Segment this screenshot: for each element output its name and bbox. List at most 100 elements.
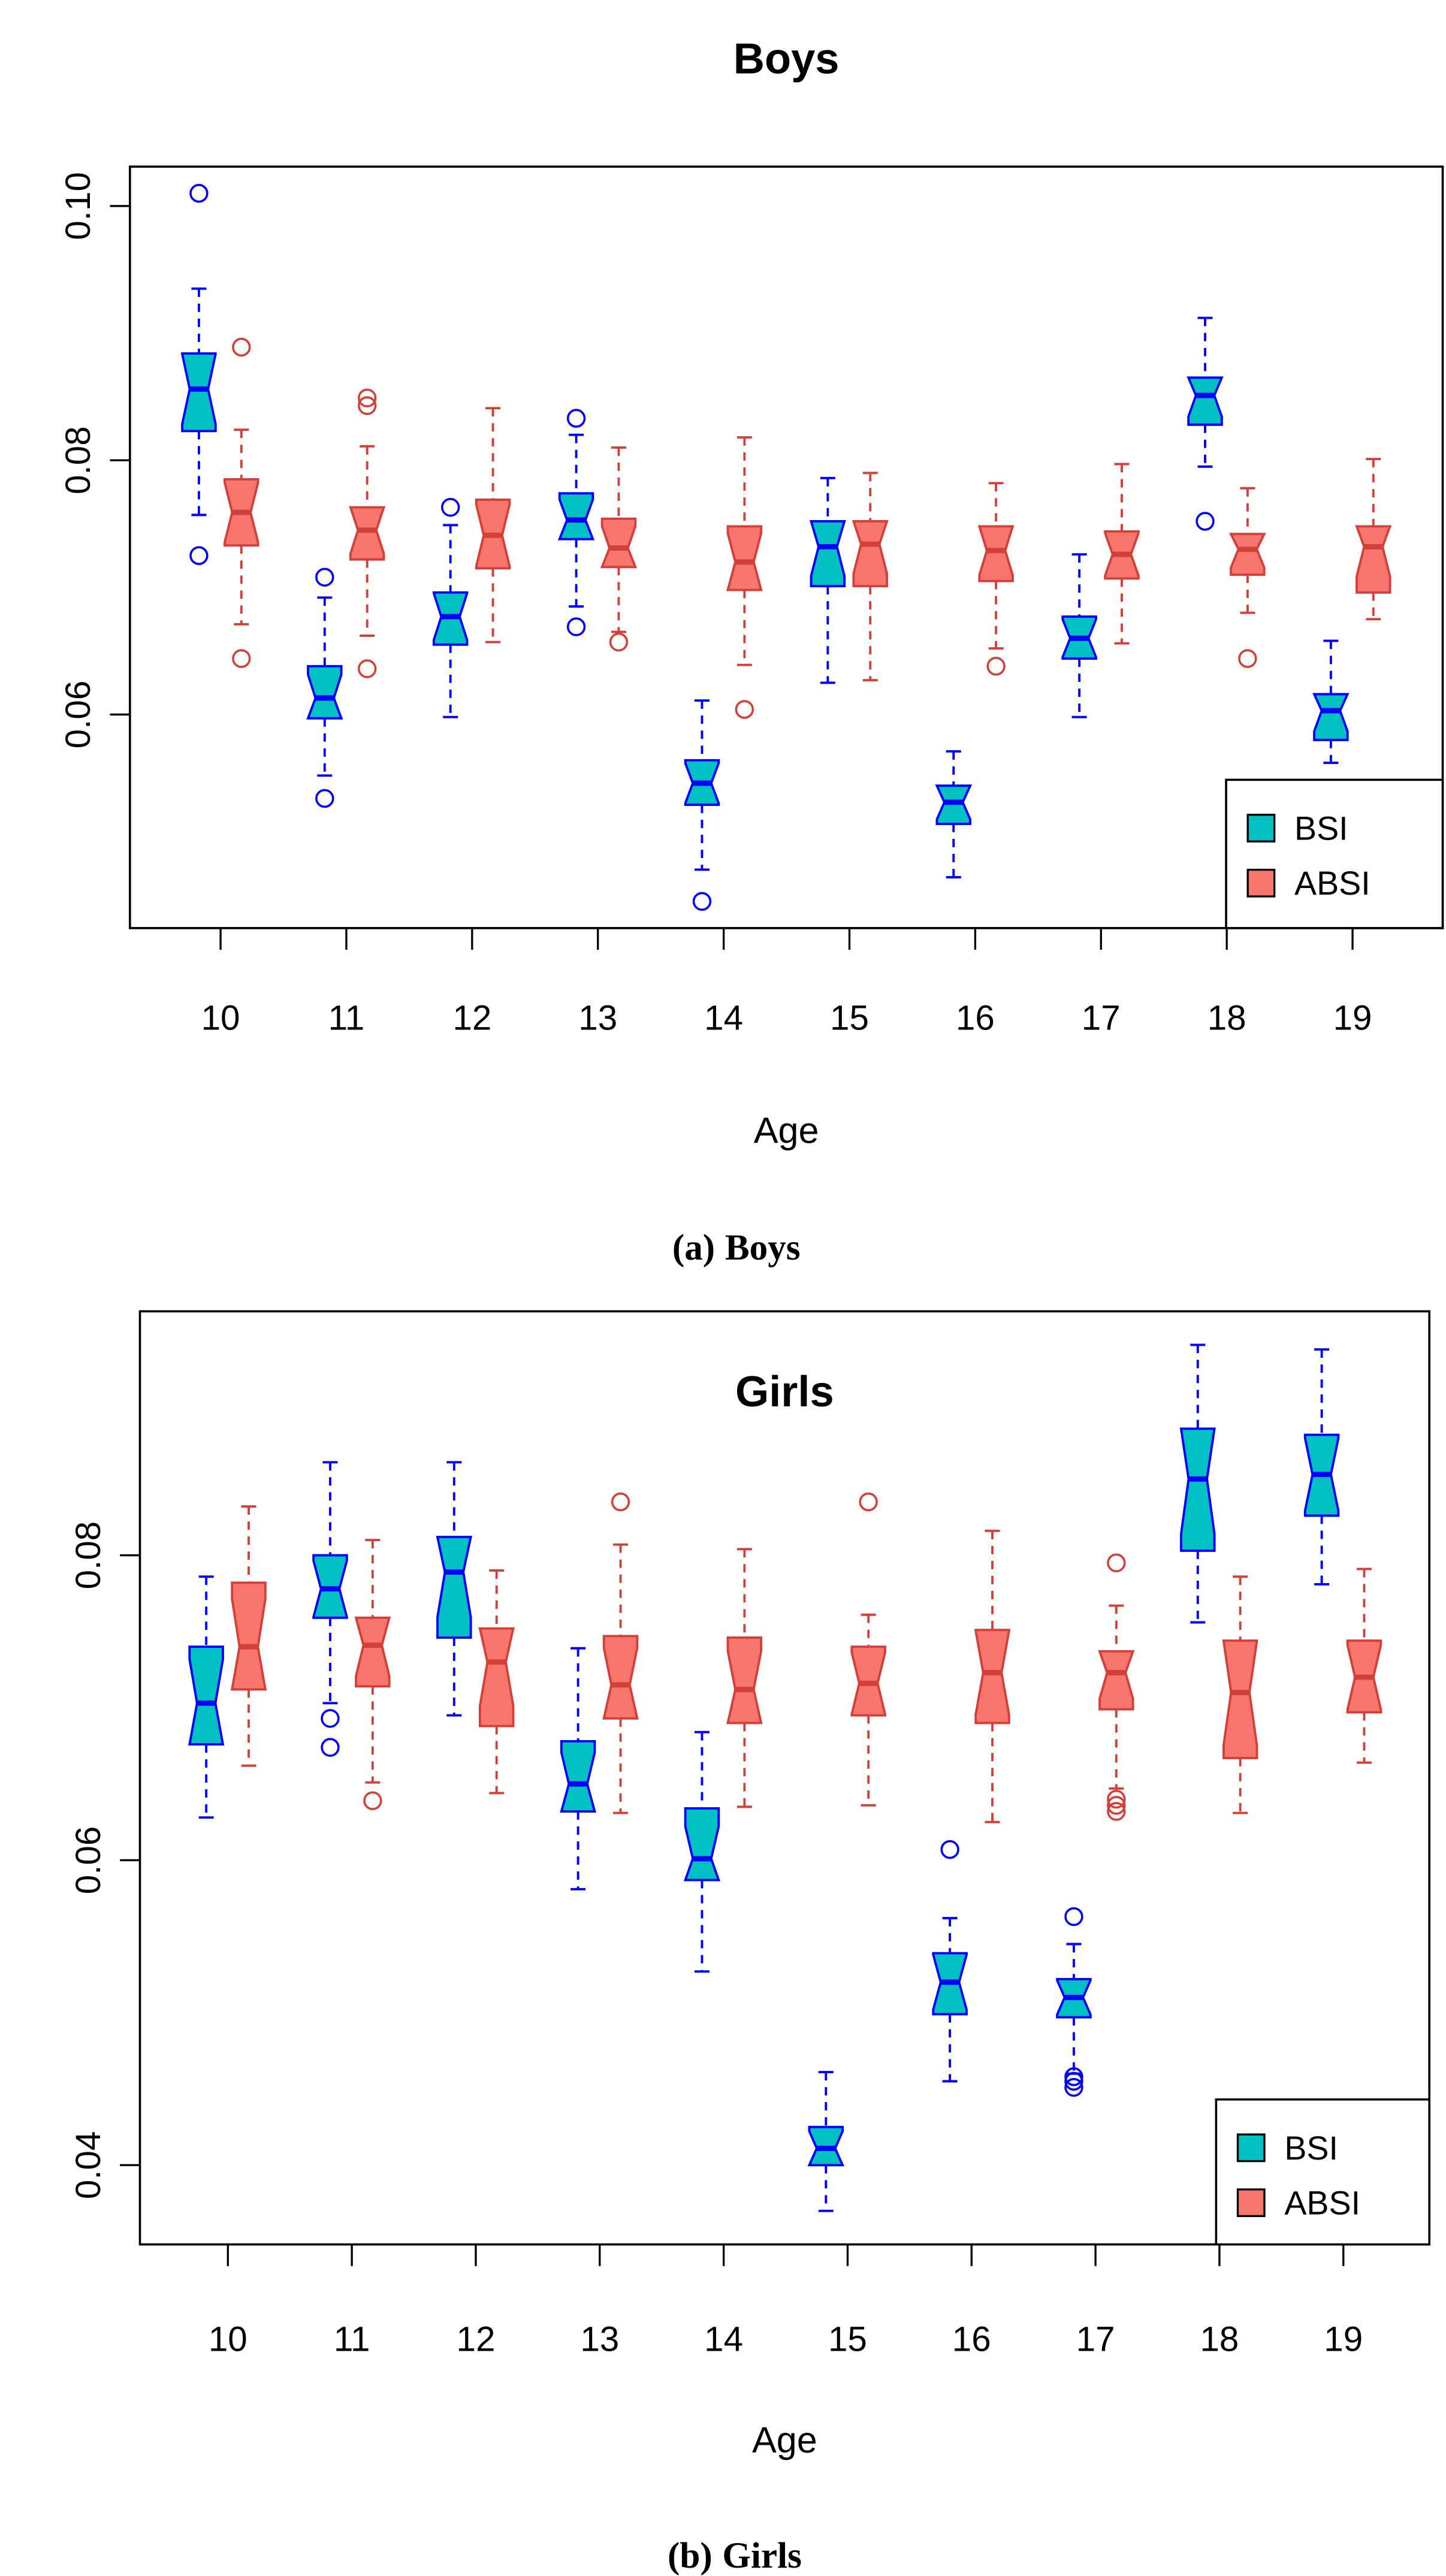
- notched-box: [230, 1581, 267, 1691]
- caption-prefix: (a): [672, 1227, 715, 1268]
- outlier-point: [566, 617, 586, 636]
- box-bsi-age-11: [312, 1461, 348, 1757]
- x-tick-label: 12: [456, 2320, 495, 2359]
- caption-text: Girls: [722, 2535, 801, 2576]
- y-tick-label: 0.08: [59, 426, 98, 494]
- box-absi-age-18: [1222, 1575, 1258, 1814]
- outlier-point: [315, 567, 334, 587]
- box-bsi-age-19: [1312, 639, 1350, 765]
- x-tick-label: 14: [704, 998, 743, 1037]
- x-tick-label: 17: [1082, 998, 1121, 1037]
- notched-box: [436, 1536, 473, 1639]
- box-absi-age-18: [1228, 487, 1266, 668]
- x-tick-label: 16: [952, 2320, 991, 2359]
- outlier-point: [189, 546, 209, 565]
- notched-box: [354, 1616, 391, 1688]
- legend-label-absi: ABSI: [1284, 2185, 1360, 2222]
- caption-prefix: (b): [668, 2535, 713, 2576]
- outlier-point: [566, 409, 586, 428]
- outlier-point: [232, 649, 251, 668]
- notched-box: [683, 1807, 721, 1882]
- outlier-point: [315, 789, 334, 808]
- notched-box: [809, 520, 846, 588]
- box-bsi-age-10: [181, 183, 217, 565]
- y-tick-label: 0.06: [59, 681, 98, 749]
- outlier-point: [440, 497, 460, 517]
- box-bsi-age-12: [436, 1461, 473, 1717]
- box-bsi-age-13: [557, 409, 595, 636]
- outlier-point: [232, 337, 251, 357]
- notched-box: [726, 1636, 763, 1725]
- notched-box: [1098, 1650, 1135, 1711]
- x-tick-label: 12: [452, 998, 491, 1037]
- notched-box: [478, 1627, 515, 1728]
- notched-box: [600, 517, 638, 569]
- legend-swatch-bsi: [1236, 2133, 1266, 2163]
- box-bsi-age-18: [1179, 1343, 1216, 1624]
- y-tick-label: 0.04: [69, 2131, 108, 2200]
- notched-box: [1222, 1639, 1258, 1759]
- x-axis-label: Age: [752, 2420, 817, 2460]
- legend: BSI ABSI: [1215, 2098, 1431, 2246]
- y-tick-label: 0.08: [69, 1521, 108, 1590]
- outlier-point: [735, 700, 754, 719]
- box-absi-age-15: [852, 472, 889, 682]
- x-tick-label: 10: [201, 998, 240, 1037]
- x-tick-label: 11: [328, 998, 365, 1037]
- x-tick-label: 15: [830, 998, 869, 1037]
- notched-box: [852, 520, 889, 588]
- box-bsi-age-18: [1187, 316, 1224, 531]
- box-bsi-age-15: [809, 476, 846, 684]
- notched-box: [181, 352, 217, 433]
- box-absi-age-12: [478, 1569, 515, 1795]
- outlier-point: [1107, 1789, 1126, 1809]
- notched-box: [560, 1740, 596, 1813]
- notched-box: [306, 665, 343, 720]
- notched-box: [974, 1629, 1010, 1725]
- x-tick-label: 14: [704, 2320, 743, 2359]
- outlier-point: [357, 388, 377, 407]
- box-absi-age-14: [726, 436, 763, 719]
- chart-title: Girls: [735, 1368, 834, 1416]
- notched-box: [977, 525, 1015, 582]
- caption-text: Boys: [725, 1227, 801, 1268]
- box-absi-age-17: [1098, 1553, 1135, 1821]
- box-bsi-age-11: [306, 567, 343, 808]
- box-absi-age-13: [602, 1492, 639, 1814]
- chart-girls: Girls 0.04 0.06 0.08 10 11 12 13 14 15 16 17 18 19 Age…: [69, 1310, 1431, 2576]
- legend-swatch-bsi: [1246, 814, 1276, 842]
- notched-box: [1355, 525, 1392, 594]
- box-absi-age-12: [475, 407, 511, 644]
- box-bsi-age-12: [432, 497, 469, 718]
- box-absi-age-17: [1104, 463, 1140, 645]
- notched-box: [1187, 376, 1224, 426]
- plot-frame: [129, 165, 1444, 929]
- figure-caption: (b) Girls: [668, 2535, 802, 2576]
- x-tick-label: 10: [209, 2320, 247, 2359]
- box-absi-age-19: [1355, 458, 1392, 621]
- outlier-point: [357, 659, 377, 678]
- outlier-point: [1238, 649, 1257, 668]
- box-absi-age-16: [974, 1529, 1010, 1823]
- x-tick-label: 19: [1333, 998, 1372, 1037]
- outlier-point: [609, 632, 629, 652]
- x-tick-label: 13: [578, 998, 617, 1037]
- notched-box: [1312, 693, 1350, 741]
- notched-box: [557, 492, 595, 540]
- legend-swatch-absi: [1246, 868, 1276, 898]
- box-bsi-age-13: [560, 1647, 596, 1891]
- legend-label-bsi: BSI: [1294, 810, 1348, 847]
- x-tick-label: 16: [956, 998, 995, 1037]
- box-bsi-age-10: [188, 1575, 225, 1819]
- box-absi-age-14: [726, 1548, 763, 1808]
- box-absi-age-10: [230, 1505, 267, 1767]
- outlier-point: [1107, 1553, 1126, 1572]
- x-tick-label: 11: [334, 2320, 370, 2359]
- outlier-point: [1064, 2077, 1083, 2097]
- outlier-point: [321, 1709, 340, 1728]
- plot-frame: [138, 1310, 1431, 2246]
- outlier-point: [859, 1492, 878, 1512]
- outlier-point: [321, 1738, 340, 1757]
- legend-frame: [1215, 2098, 1431, 2246]
